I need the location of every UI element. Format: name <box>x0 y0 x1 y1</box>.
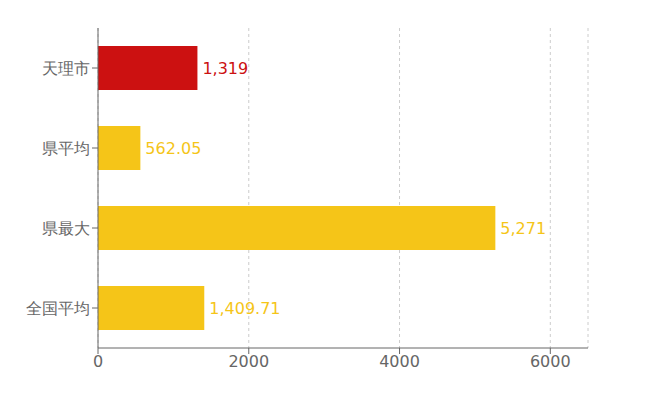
svg-text:4000: 4000 <box>379 352 420 371</box>
svg-text:562.05: 562.05 <box>145 139 201 158</box>
svg-text:1,319: 1,319 <box>202 59 248 78</box>
svg-text:天理市: 天理市 <box>42 59 90 78</box>
svg-text:2000: 2000 <box>228 352 269 371</box>
svg-text:県平均: 県平均 <box>42 139 90 158</box>
svg-text:県最大: 県最大 <box>42 219 90 238</box>
svg-text:全国平均: 全国平均 <box>26 299 90 318</box>
svg-text:0: 0 <box>93 352 103 371</box>
svg-text:5,271: 5,271 <box>500 219 546 238</box>
svg-text:1,409.71: 1,409.71 <box>209 299 280 318</box>
svg-text:6000: 6000 <box>530 352 571 371</box>
